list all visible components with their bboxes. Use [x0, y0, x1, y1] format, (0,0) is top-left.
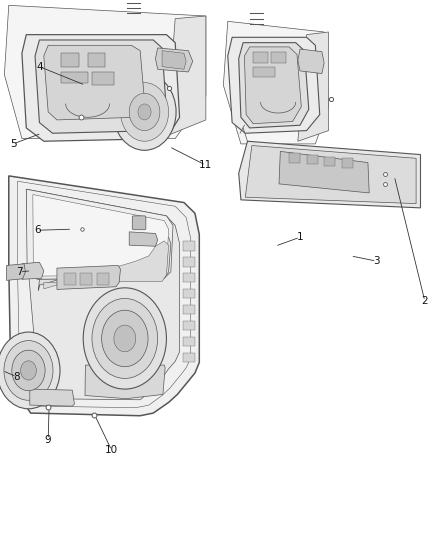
Text: 3: 3 — [373, 256, 380, 266]
Polygon shape — [26, 189, 173, 279]
Text: 2: 2 — [421, 296, 428, 306]
Bar — [92, 72, 114, 85]
Polygon shape — [279, 151, 369, 193]
Polygon shape — [298, 49, 324, 74]
Bar — [183, 273, 195, 282]
Bar — [183, 241, 195, 251]
Polygon shape — [9, 176, 199, 416]
Bar — [342, 158, 353, 168]
Bar — [97, 273, 109, 285]
Circle shape — [114, 325, 136, 352]
Text: 8: 8 — [13, 372, 20, 382]
Circle shape — [92, 298, 158, 378]
Circle shape — [138, 104, 151, 120]
Bar — [183, 289, 195, 298]
Circle shape — [12, 350, 45, 391]
Bar — [80, 273, 92, 285]
Polygon shape — [44, 45, 145, 120]
Polygon shape — [30, 389, 74, 406]
Circle shape — [113, 74, 176, 150]
Polygon shape — [129, 232, 158, 246]
Circle shape — [0, 332, 60, 409]
Bar — [183, 337, 195, 346]
Polygon shape — [244, 47, 301, 124]
Text: 6: 6 — [34, 225, 41, 235]
FancyBboxPatch shape — [132, 216, 146, 230]
Polygon shape — [228, 37, 320, 133]
Polygon shape — [166, 16, 206, 136]
Text: 9: 9 — [45, 435, 52, 445]
Polygon shape — [7, 264, 25, 280]
Bar — [253, 67, 275, 77]
Bar — [253, 52, 268, 63]
Polygon shape — [85, 365, 165, 399]
Bar — [64, 273, 76, 285]
Text: 1: 1 — [297, 232, 304, 242]
Circle shape — [102, 310, 148, 367]
Bar — [307, 155, 318, 164]
Text: 4: 4 — [36, 62, 43, 71]
Text: 5: 5 — [10, 139, 17, 149]
Polygon shape — [162, 51, 186, 69]
Bar — [324, 157, 335, 166]
Bar — [183, 257, 195, 266]
Polygon shape — [44, 241, 169, 289]
Polygon shape — [155, 48, 193, 72]
Bar — [61, 72, 88, 83]
Bar — [61, 53, 79, 67]
Polygon shape — [245, 146, 416, 204]
Text: 7: 7 — [16, 267, 23, 277]
Bar — [271, 52, 286, 63]
Polygon shape — [39, 237, 171, 290]
Polygon shape — [223, 21, 328, 144]
Polygon shape — [57, 265, 120, 289]
Bar — [183, 305, 195, 314]
Bar — [183, 321, 195, 330]
Bar — [289, 153, 300, 163]
Circle shape — [120, 83, 169, 141]
Bar — [88, 53, 105, 67]
Polygon shape — [239, 43, 309, 128]
Bar — [183, 353, 195, 362]
Polygon shape — [4, 5, 206, 139]
Polygon shape — [22, 35, 180, 141]
Polygon shape — [26, 189, 180, 400]
Text: 11: 11 — [199, 160, 212, 170]
Circle shape — [4, 341, 53, 400]
Polygon shape — [239, 141, 420, 208]
Circle shape — [21, 361, 36, 380]
Polygon shape — [33, 195, 169, 276]
Text: 10: 10 — [105, 446, 118, 455]
Circle shape — [83, 288, 166, 389]
Polygon shape — [35, 40, 166, 133]
Polygon shape — [22, 262, 44, 279]
Circle shape — [129, 93, 160, 131]
Polygon shape — [298, 32, 328, 141]
